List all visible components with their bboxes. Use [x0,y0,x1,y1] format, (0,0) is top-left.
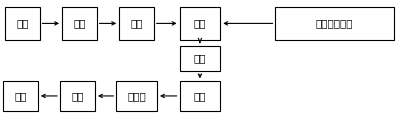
Bar [62,7,97,40]
Text: 沥青、添加剂: 沥青、添加剂 [316,18,353,28]
Text: 石墨化: 石墨化 [127,91,146,101]
Text: 成品: 成品 [14,91,27,101]
Text: 配料: 配料 [131,18,143,28]
Text: 粉碎: 粉碎 [73,18,86,28]
Bar [275,7,394,40]
Bar [180,7,220,40]
Bar [3,81,38,111]
Bar [180,46,220,71]
Text: 原料: 原料 [16,18,29,28]
Bar [120,7,154,40]
Text: 焙烧: 焙烧 [194,91,206,101]
Bar [180,81,220,111]
Bar [5,7,40,40]
Text: 压型: 压型 [194,53,206,64]
Text: 混捏: 混捏 [194,18,206,28]
Text: 加工: 加工 [71,91,84,101]
Bar [116,81,157,111]
Bar [60,81,95,111]
